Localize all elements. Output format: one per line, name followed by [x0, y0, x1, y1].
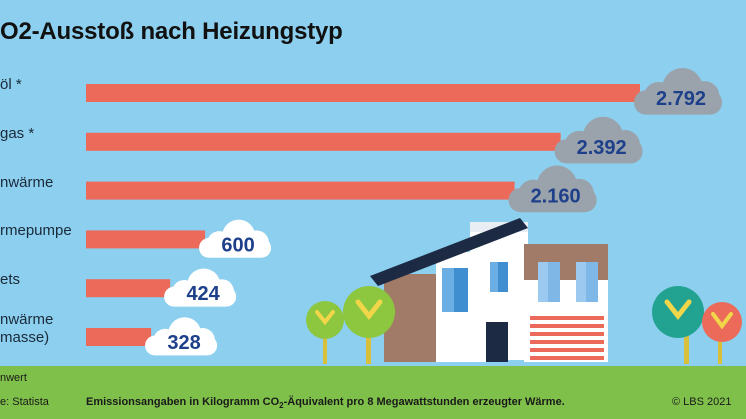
chart-title: O2-Ausstoß nach Heizungstyp — [0, 18, 343, 45]
bar — [86, 230, 206, 249]
cloud-icon — [634, 67, 722, 115]
unit-note-before: Emissionsangaben in Kilogramm CO — [86, 396, 280, 408]
tree-icon — [343, 286, 395, 364]
data-label: 2.392 — [577, 137, 627, 159]
unit-note-after: -Äquivalent pro 8 Megawattstunden erzeug… — [283, 396, 565, 408]
footnote: nwert — [0, 372, 27, 384]
source-note: e: Statista — [0, 396, 49, 408]
cloud-icon — [554, 116, 643, 164]
category-label: rmepumpe — [0, 222, 72, 240]
ground-strip — [0, 366, 746, 419]
cloud-icon — [199, 219, 272, 258]
data-label: 2.160 — [531, 186, 581, 208]
category-label: öl * — [0, 76, 22, 93]
category-label: nwärme masse) — [0, 311, 54, 346]
cloud-icon — [508, 165, 597, 213]
tree-icon — [306, 301, 344, 364]
data-label: 424 — [186, 283, 220, 305]
tree-icon — [652, 286, 704, 364]
tree-icon — [702, 302, 742, 364]
cloud-icon — [145, 317, 218, 356]
unit-note-subscript: 2 — [279, 401, 284, 411]
house-illustration — [370, 218, 608, 362]
copyright: © LBS 2021 — [672, 396, 732, 408]
data-label: 2.792 — [656, 88, 706, 110]
bar — [86, 328, 152, 346]
data-label: 600 — [221, 234, 254, 256]
bar — [86, 84, 640, 102]
unit-note: Emissionsangaben in Kilogramm CO2-Äquiva… — [86, 396, 565, 410]
category-label: gas * — [0, 124, 35, 142]
data-label: 328 — [167, 332, 200, 354]
bar — [86, 132, 561, 151]
category-label: ets — [0, 271, 21, 289]
category-label: nwärme — [0, 173, 54, 191]
bar — [86, 181, 515, 200]
cloud-icon — [164, 268, 237, 307]
bar — [86, 279, 171, 298]
